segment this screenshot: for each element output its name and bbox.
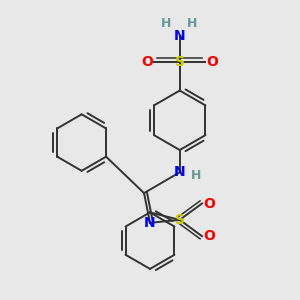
Text: H: H (191, 169, 201, 182)
Text: H: H (161, 16, 172, 30)
Text: O: O (206, 55, 218, 69)
Text: N: N (174, 28, 185, 43)
Text: N: N (174, 165, 185, 179)
Text: N: N (144, 216, 156, 230)
Text: S: S (175, 55, 185, 69)
Text: O: O (141, 55, 153, 69)
Text: S: S (175, 213, 185, 227)
Text: O: O (203, 229, 215, 243)
Text: O: O (203, 196, 215, 211)
Text: H: H (186, 16, 197, 30)
